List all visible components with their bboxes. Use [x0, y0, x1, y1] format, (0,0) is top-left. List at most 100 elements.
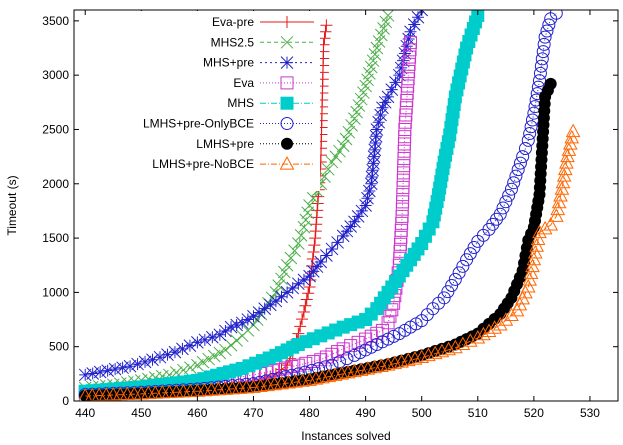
triangle-marker [553, 187, 568, 202]
star-marker [153, 350, 167, 364]
square-marker [399, 108, 413, 122]
square-marker [398, 130, 412, 144]
triangle-marker [302, 372, 317, 386]
x-marker [348, 112, 361, 125]
star-marker [366, 163, 379, 177]
x-marker [381, 10, 395, 22]
x-marker [354, 92, 368, 106]
circle-marker [504, 182, 518, 196]
triangle-marker [526, 251, 542, 266]
square-marker [396, 188, 410, 202]
star-marker [191, 335, 204, 349]
square-marker [401, 72, 415, 86]
plus-marker [303, 280, 316, 293]
star-marker [258, 302, 272, 316]
plus-marker [294, 320, 307, 333]
circle-marker [499, 195, 513, 209]
y-tick-label: 500 [49, 340, 69, 354]
star-marker [286, 281, 300, 295]
series-mhs [78, 10, 485, 398]
square-marker [291, 358, 305, 372]
plus-marker [307, 246, 320, 259]
x-marker [224, 338, 238, 352]
triangle-marker [394, 354, 409, 368]
legend-item: LMHS+pre-NoBCE [152, 156, 314, 171]
circle-marker [452, 266, 466, 280]
star-marker [348, 215, 361, 229]
star-marker [400, 39, 414, 53]
star-marker [78, 368, 92, 382]
legend-label: LMHS+pre-OnlyBCE [143, 117, 254, 131]
circle-marker [518, 141, 532, 155]
star-marker [340, 224, 354, 238]
triangle-marker [530, 231, 546, 245]
plus-marker [309, 232, 322, 245]
circle-marker [496, 201, 510, 215]
square-marker [396, 166, 410, 180]
plus-marker [299, 299, 312, 312]
legend-item: LMHS+pre [196, 137, 314, 151]
triangle-marker [427, 345, 443, 360]
circle-marker [549, 10, 563, 20]
x-axis-label: Instances solved [301, 429, 390, 443]
x-marker [342, 125, 356, 139]
triangle-marker [565, 123, 581, 138]
plus-marker [319, 25, 332, 38]
plus-marker [292, 327, 305, 340]
star-marker [411, 10, 425, 24]
triangle-marker [470, 329, 486, 344]
y-tick-label: 0 [62, 394, 69, 408]
legend-item: Eva-pre [212, 15, 314, 29]
star-marker [123, 359, 137, 373]
filled-square-marker [280, 96, 294, 110]
triangle-marker [327, 367, 343, 381]
triangle-marker [532, 224, 547, 239]
y-tick-label: 3500 [42, 14, 69, 28]
plus-marker [311, 204, 324, 217]
circle-marker [493, 207, 507, 221]
triangle-marker [380, 357, 396, 371]
legend-label: LMHS+pre-NoBCE [152, 157, 254, 171]
square-marker [306, 355, 320, 369]
x-marker [288, 244, 301, 258]
circle-marker [460, 253, 474, 267]
star-marker [252, 306, 266, 319]
star-marker [361, 191, 374, 205]
circle-marker [513, 156, 527, 170]
star-marker [402, 32, 415, 46]
star-marker [297, 273, 311, 287]
x-tick-label: 470 [243, 406, 263, 420]
star-marker [344, 220, 358, 233]
x-marker [352, 99, 366, 112]
square-marker [403, 36, 417, 50]
x-tick-label: 500 [412, 406, 432, 420]
star-marker [376, 101, 389, 115]
star-marker [365, 170, 379, 184]
star-marker [108, 362, 122, 376]
x-marker [280, 35, 294, 49]
triangle-marker [476, 326, 491, 341]
x-marker [321, 162, 335, 176]
x-marker [333, 144, 346, 158]
circle-marker [456, 259, 470, 273]
star-marker [394, 61, 408, 75]
triangle-marker [462, 333, 478, 347]
plus-marker [309, 225, 322, 238]
star-marker [263, 298, 277, 312]
triangle-marker [481, 323, 497, 337]
triangle-marker [434, 343, 450, 358]
legend: Eva-pre MHS2.5 MHS+pre Eva MHS LMHS+pre-OnlyB… [90, 11, 320, 191]
x-marker [277, 265, 291, 279]
star-marker [131, 357, 144, 371]
square-marker [395, 216, 409, 230]
star-marker [314, 255, 328, 269]
x-marker [280, 258, 294, 272]
triangle-marker [387, 355, 403, 370]
legend-label: MHS [227, 96, 254, 110]
circle-marker [524, 120, 538, 134]
square-marker [336, 342, 350, 356]
circle-marker [532, 74, 546, 88]
star-marker [219, 324, 232, 338]
star-marker [205, 330, 219, 344]
plus-marker [308, 239, 321, 252]
